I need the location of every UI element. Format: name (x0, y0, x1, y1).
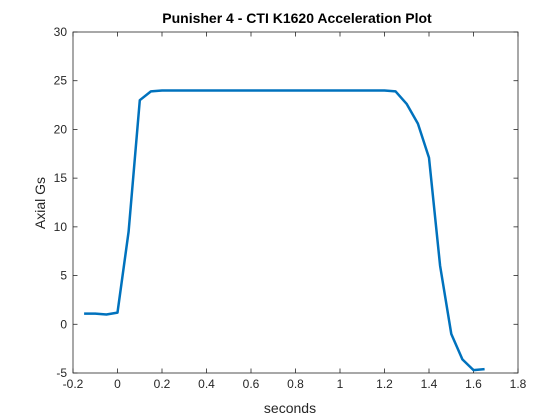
y-tick-label: 15 (54, 171, 68, 185)
x-tick-label: 0 (114, 377, 121, 391)
x-tick-label: 1.8 (510, 377, 527, 391)
y-tick-label: 25 (54, 74, 68, 88)
ticks-layer: -0.2 0 0.2 0.4 0.6 0.8 1 1.2 1.4 1.6 1.8 -5 0 5 10 15 20… (54, 25, 527, 391)
y-tick-label: 0 (60, 317, 67, 331)
x-axis-title: seconds (264, 400, 316, 416)
x-tick-label: 0.6 (243, 377, 260, 391)
y-axis-title: Axial Gs (32, 177, 48, 229)
y-tick-label: 10 (54, 220, 68, 234)
y-tick-label: -5 (56, 366, 67, 380)
x-tick-label: 1.4 (421, 377, 438, 391)
x-tick-label: -0.2 (63, 377, 84, 391)
x-tick-label: 1.6 (465, 377, 482, 391)
chart-title: Punisher 4 - CTI K1620 Acceleration Plot (162, 10, 432, 26)
y-tick-label: 20 (54, 122, 68, 136)
plot-box (72, 31, 519, 374)
x-tick-label: 1 (337, 377, 344, 391)
x-tick-label: 1.2 (376, 377, 393, 391)
y-tick-label: 5 (60, 269, 67, 283)
y-tick-label: 30 (54, 25, 68, 39)
series-layer (84, 89, 485, 372)
series-line (84, 89, 485, 372)
x-tick-label: 0.4 (198, 377, 215, 391)
plot-area (73, 32, 518, 373)
x-tick-label: 0.8 (287, 377, 304, 391)
x-tick-label: 0.2 (154, 377, 171, 391)
